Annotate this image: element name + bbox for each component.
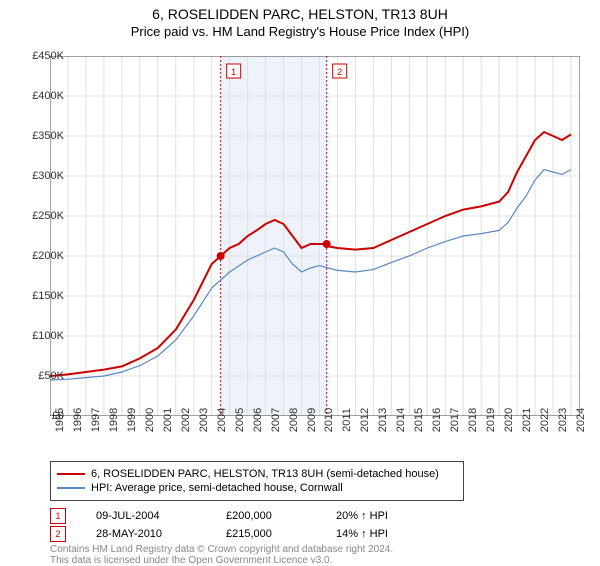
x-tick-label: 2004 — [216, 408, 228, 432]
x-tick-label: 2015 — [413, 408, 425, 432]
x-tick-label: 2021 — [521, 408, 533, 432]
y-tick-label: £100K — [22, 330, 64, 342]
legend-row: HPI: Average price, semi-detached house,… — [57, 482, 457, 494]
y-tick-label: £200K — [22, 250, 64, 262]
x-tick-label: 2001 — [162, 408, 174, 432]
x-tick-label: 2009 — [306, 408, 318, 432]
x-tick-label: 2003 — [198, 408, 210, 432]
y-tick-label: £300K — [22, 170, 64, 182]
sale-row: 2 28-MAY-2010£215,00014% ↑ HPI — [50, 526, 550, 542]
svg-text:2: 2 — [337, 67, 342, 77]
y-tick-label: £150K — [22, 290, 64, 302]
x-tick-label: 2007 — [270, 408, 282, 432]
y-tick-label: £400K — [22, 90, 64, 102]
sale-price: £215,000 — [226, 528, 336, 540]
x-tick-label: 2000 — [144, 408, 156, 432]
chart-svg: 12 — [50, 56, 580, 416]
x-tick-label: 2017 — [449, 408, 461, 432]
y-tick-label: £50K — [22, 370, 64, 382]
x-tick-label: 2006 — [252, 408, 264, 432]
x-tick-label: 1996 — [72, 408, 84, 432]
sale-row: 1 09-JUL-2004£200,00020% ↑ HPI — [50, 508, 550, 524]
sale-diff: 14% ↑ HPI — [336, 528, 436, 540]
x-tick-label: 2012 — [359, 408, 371, 432]
chart-container: 6, ROSELIDDEN PARC, HELSTON, TR13 8UH Pr… — [0, 6, 600, 566]
legend-row: 6, ROSELIDDEN PARC, HELSTON, TR13 8UH (s… — [57, 468, 457, 480]
x-tick-label: 2019 — [485, 408, 497, 432]
sale-diff: 20% ↑ HPI — [336, 510, 436, 522]
y-tick-label: £350K — [22, 130, 64, 142]
y-tick-label: £250K — [22, 210, 64, 222]
chart-subtitle: Price paid vs. HM Land Registry's House … — [0, 24, 600, 39]
sale-date: 09-JUL-2004 — [96, 510, 226, 522]
svg-text:1: 1 — [231, 67, 236, 77]
x-tick-label: 2011 — [341, 408, 353, 432]
sale-badge: 2 — [50, 526, 66, 542]
sale-price: £200,000 — [226, 510, 336, 522]
x-tick-label: 2024 — [575, 408, 587, 432]
x-tick-label: 1998 — [108, 408, 120, 432]
x-tick-label: 1999 — [126, 408, 138, 432]
attribution-line2: This data is licensed under the Open Gov… — [50, 555, 332, 566]
sale-badge: 1 — [50, 508, 66, 524]
chart-title: 6, ROSELIDDEN PARC, HELSTON, TR13 8UH — [0, 6, 600, 22]
x-tick-label: 2023 — [557, 408, 569, 432]
attribution-line1: Contains HM Land Registry data © Crown c… — [50, 544, 393, 555]
x-tick-label: 2014 — [395, 408, 407, 432]
attribution: Contains HM Land Registry data © Crown c… — [50, 544, 393, 566]
x-tick-label: 2020 — [503, 408, 515, 432]
x-tick-label: 2016 — [431, 408, 443, 432]
legend-swatch — [57, 487, 85, 489]
legend: 6, ROSELIDDEN PARC, HELSTON, TR13 8UH (s… — [50, 461, 464, 501]
legend-label: HPI: Average price, semi-detached house,… — [91, 482, 343, 494]
x-tick-label: 2010 — [323, 408, 335, 432]
x-tick-label: 1995 — [54, 408, 66, 432]
legend-swatch — [57, 473, 85, 475]
x-tick-label: 1997 — [90, 408, 102, 432]
sale-date: 28-MAY-2010 — [96, 528, 226, 540]
chart-area: 12 — [50, 56, 580, 416]
x-tick-label: 2005 — [234, 408, 246, 432]
legend-label: 6, ROSELIDDEN PARC, HELSTON, TR13 8UH (s… — [91, 468, 439, 480]
x-tick-label: 2008 — [288, 408, 300, 432]
sales-table: 1 09-JUL-2004£200,00020% ↑ HPI 2 28-MAY-201… — [50, 506, 550, 544]
x-tick-label: 2013 — [377, 408, 389, 432]
x-tick-label: 2022 — [539, 408, 551, 432]
y-tick-label: £450K — [22, 50, 64, 62]
x-tick-label: 2002 — [180, 408, 192, 432]
x-tick-label: 2018 — [467, 408, 479, 432]
